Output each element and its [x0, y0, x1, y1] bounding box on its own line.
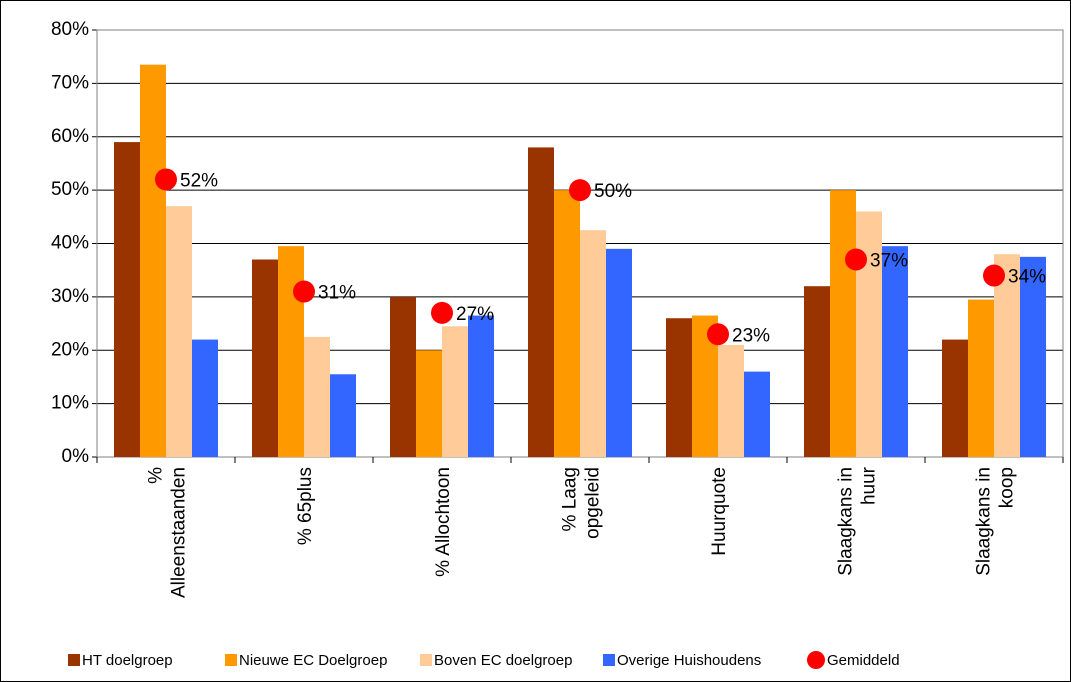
y-tick-label: 20% — [51, 339, 89, 360]
y-tick-label: 50% — [51, 179, 89, 200]
average-dot — [983, 264, 1005, 287]
legend-swatch — [420, 654, 432, 666]
bar — [416, 350, 442, 457]
x-tick-label: Alleenstaanden — [169, 467, 190, 598]
bar — [744, 371, 770, 457]
bar — [140, 64, 166, 457]
bar — [580, 230, 606, 457]
bar — [554, 190, 580, 457]
bar — [666, 318, 692, 457]
value-label: 31% — [318, 283, 356, 304]
y-tick-label: 60% — [51, 126, 89, 147]
y-tick-label: 80% — [51, 19, 89, 40]
x-tick-label: Huurquote — [709, 467, 730, 556]
y-tick-label: 30% — [51, 286, 89, 307]
value-label: 34% — [1008, 267, 1046, 288]
value-label: 52% — [180, 170, 218, 191]
bar — [942, 339, 968, 457]
x-tick-label: % Allochtoon — [433, 467, 454, 577]
x-tick-label: Slaagkans in — [836, 467, 857, 576]
bar — [1020, 256, 1046, 457]
average-dot — [293, 280, 315, 303]
x-tick-label: huur — [859, 466, 880, 505]
bar — [468, 315, 494, 457]
bar — [968, 299, 994, 457]
legend-swatch — [603, 654, 615, 666]
bar — [166, 206, 192, 457]
bar — [830, 190, 856, 457]
legend-swatch — [68, 654, 80, 666]
bar — [330, 374, 356, 457]
x-tick-label: koop — [997, 467, 1018, 508]
bar — [390, 296, 416, 457]
bar — [278, 246, 304, 457]
bar — [994, 254, 1020, 457]
value-label: 27% — [456, 304, 494, 325]
bar — [606, 248, 632, 457]
legend-label: Gemiddeld — [827, 652, 900, 669]
bar — [856, 211, 882, 457]
legend-label: Boven EC doelgroep — [434, 652, 572, 669]
bar — [252, 259, 278, 457]
legend-label: HT doelgroep — [82, 652, 173, 669]
value-label: 23% — [732, 325, 770, 346]
bar — [114, 142, 140, 457]
average-dot — [569, 179, 591, 202]
y-tick-label: 0% — [62, 446, 90, 467]
bar — [304, 336, 330, 457]
bar — [882, 246, 908, 457]
average-dot — [707, 323, 729, 346]
x-tick-label: % — [146, 467, 167, 484]
y-tick-label: 70% — [51, 72, 89, 93]
bar — [192, 339, 218, 457]
x-tick-label: % Laag — [560, 467, 581, 531]
legend-label: Overige Huishoudens — [617, 652, 761, 669]
bar — [718, 344, 744, 457]
legend-swatch — [225, 654, 237, 666]
value-label: 37% — [870, 251, 908, 272]
bar — [528, 147, 554, 458]
value-label: 50% — [594, 181, 632, 202]
y-tick-label: 10% — [51, 393, 89, 414]
average-dot — [845, 248, 867, 271]
legend-marker — [807, 651, 825, 669]
bar — [442, 326, 468, 457]
x-tick-label: opgeleid — [583, 467, 604, 539]
legend-label: Nieuwe EC Doelgroep — [239, 652, 387, 669]
x-tick-label: % 65plus — [295, 467, 316, 545]
average-dot — [155, 168, 177, 191]
average-dot — [431, 301, 453, 324]
bar — [804, 286, 830, 457]
x-tick-label: Slaagkans in — [974, 467, 995, 576]
y-tick-label: 40% — [51, 233, 89, 254]
